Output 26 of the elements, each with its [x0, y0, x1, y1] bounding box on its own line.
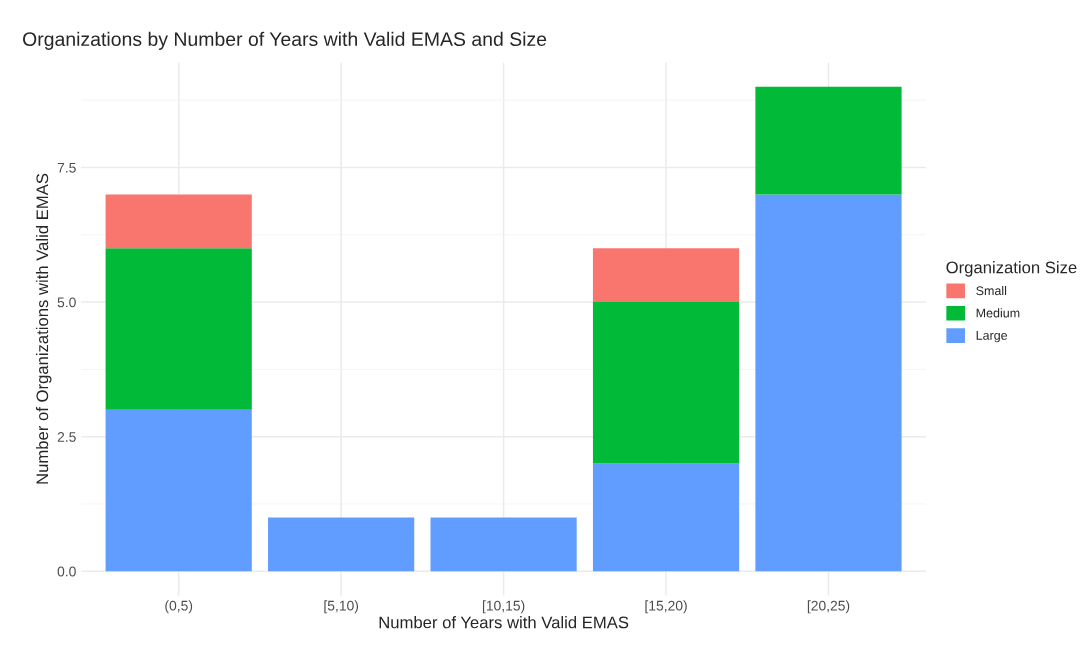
y-axis-title: Number of Organizations with Valid EMAS	[35, 173, 52, 484]
bar	[592, 302, 740, 464]
bar	[592, 463, 740, 572]
bar	[268, 517, 415, 572]
x-tick-label: [10,15)	[482, 600, 525, 614]
bar	[755, 86, 902, 195]
legend-title: Organization Size	[946, 261, 1077, 277]
y-tick-label: 0.0	[57, 566, 76, 577]
legend-label: Small	[976, 285, 1007, 296]
x-tick-label: [20,25)	[807, 600, 850, 614]
y-tick-label: 5.0	[57, 297, 76, 308]
bar	[592, 248, 740, 303]
x-tick-label: [5,10)	[324, 600, 359, 614]
bar	[430, 517, 577, 572]
bar	[105, 409, 252, 572]
y-tick-label: 2.5	[57, 432, 76, 442]
y-tick-label: 7.5	[57, 162, 76, 173]
bar	[755, 194, 902, 572]
bar	[105, 194, 252, 249]
x-tick-label: [15,20)	[645, 600, 687, 614]
legend-label: Medium	[976, 308, 1020, 318]
chart-title: Organizations by Number of Years with Valid EMAS and Size	[23, 31, 547, 50]
x-tick-label: (0,5)	[165, 600, 193, 614]
legend-label: Large	[976, 331, 1008, 343]
bar	[105, 248, 252, 410]
x-axis-title: Number of Years with Valid EMAS	[379, 616, 629, 629]
